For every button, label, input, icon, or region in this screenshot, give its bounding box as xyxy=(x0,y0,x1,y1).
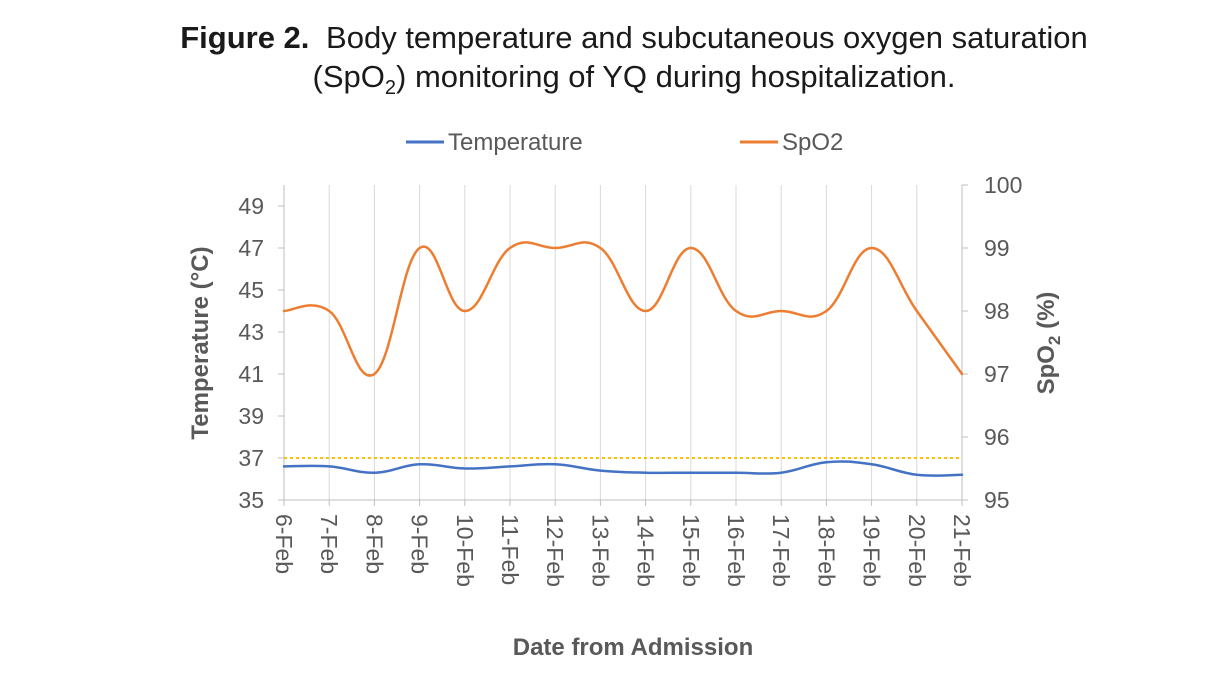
y-axis-right-title-sub: 2 xyxy=(1045,336,1064,345)
x-tick-label-13-Feb: 13-Feb xyxy=(587,514,613,587)
figure-title-line2: (SpO2) monitoring of YQ during hospitali… xyxy=(313,59,956,99)
figure-title-sub: 2 xyxy=(385,77,396,99)
y-left-tick-label-47: 47 xyxy=(238,235,264,261)
y-left-tick-label-49: 49 xyxy=(238,193,264,219)
series-line-spo2 xyxy=(282,241,964,377)
x-tick-label-17-Feb: 17-Feb xyxy=(768,514,794,587)
x-tick-label-16-Feb: 16-Feb xyxy=(723,514,749,587)
x-tick-label-12-Feb: 12-Feb xyxy=(542,514,568,587)
y-right-tick-label-95: 95 xyxy=(984,487,1010,513)
y-axis-right-title-main: SpO xyxy=(1033,345,1060,394)
x-tick-label-6-Feb: 6-Feb xyxy=(271,514,297,574)
x-tick-label-19-Feb: 19-Feb xyxy=(859,514,885,587)
x-axis-title: Date from Admission xyxy=(513,634,753,661)
figure-title-line1: Figure 2. Body temperature and subcutane… xyxy=(180,20,1088,55)
axes: 35 37 39 41 43 45 47 49 95 96 97 98 99 100 6-Feb 7-Feb 8… xyxy=(238,172,1022,587)
y-axis-right-title: SpO2 (%) xyxy=(1033,292,1064,395)
x-tick-label-20-Feb: 20-Feb xyxy=(904,514,930,587)
y-left-tick-label-39: 39 xyxy=(238,403,264,429)
series xyxy=(282,241,964,477)
x-tick-label-11-Feb: 11-Feb xyxy=(497,514,523,585)
figure-title-text: Body temperature and subcutaneous oxygen… xyxy=(326,20,1088,55)
y-axis-left-title: Temperature (°C) xyxy=(187,246,214,439)
y-left-tick-label-41: 41 xyxy=(238,361,264,387)
y-left-tick-label-37: 37 xyxy=(238,445,264,471)
y-right-tick-label-100: 100 xyxy=(984,172,1022,198)
y-left-tick-label-43: 43 xyxy=(238,319,264,345)
legend: Temperature SpO2 xyxy=(406,129,843,156)
legend-temperature-label: Temperature xyxy=(448,129,583,156)
gridlines xyxy=(283,185,963,500)
x-tick-label-15-Feb: 15-Feb xyxy=(678,514,704,587)
x-tick-label-7-Feb: 7-Feb xyxy=(316,514,342,574)
y-right-tick-label-97: 97 xyxy=(984,361,1010,387)
figure-title-close: ) monitoring of YQ during hospitalizatio… xyxy=(396,59,955,94)
figure-title-open: (SpO xyxy=(313,59,385,94)
y-axis-right-title-unit: (%) xyxy=(1033,292,1060,336)
y-right-tick-label-96: 96 xyxy=(984,424,1010,450)
y-left-tick-label-45: 45 xyxy=(238,277,264,303)
legend-spo2-label: SpO2 xyxy=(782,129,843,156)
x-tick-label-9-Feb: 9-Feb xyxy=(407,514,433,574)
x-tick-label-10-Feb: 10-Feb xyxy=(452,514,478,587)
figure-label: Figure 2. xyxy=(180,20,309,55)
x-tick-label-21-Feb: 21-Feb xyxy=(949,514,975,587)
y-right-tick-label-98: 98 xyxy=(984,298,1010,324)
y-right-tick-label-99: 99 xyxy=(984,235,1010,261)
x-tick-label-18-Feb: 18-Feb xyxy=(813,514,839,587)
x-tick-label-8-Feb: 8-Feb xyxy=(361,514,387,574)
y-left-tick-label-35: 35 xyxy=(238,487,264,513)
series-line-temperature xyxy=(282,460,964,477)
x-tick-label-14-Feb: 14-Feb xyxy=(633,514,659,587)
